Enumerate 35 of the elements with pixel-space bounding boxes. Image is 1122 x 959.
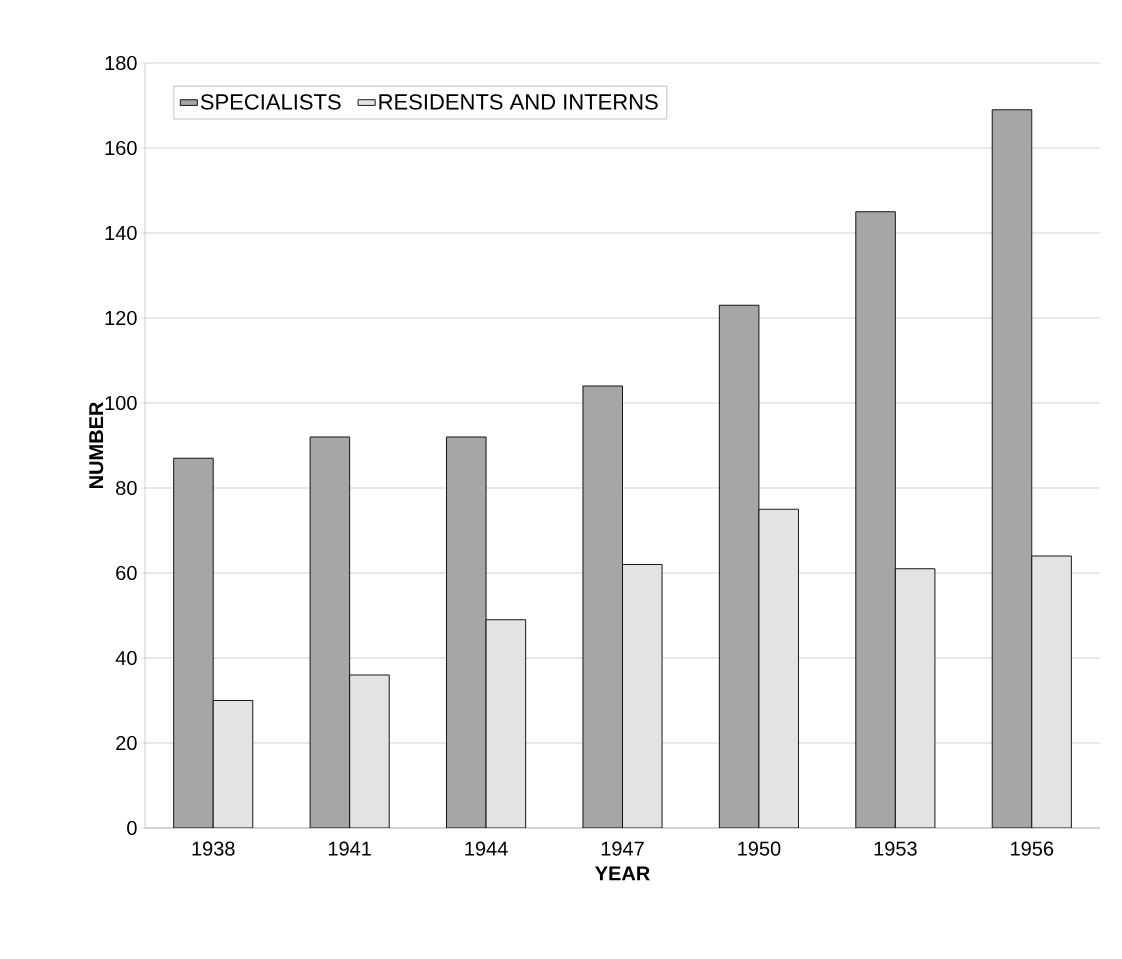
y-tick-label: 160 [105,140,137,156]
bar [991,109,1033,828]
bar [718,304,760,828]
x-axis-title: YEAR [595,866,650,881]
y-tick-label: 180 [105,55,137,71]
bar [622,564,663,828]
y-axis-title: NUMBER [89,402,104,489]
bar [309,436,351,828]
x-tick-label: 1956 [1011,841,1054,856]
bar [485,619,527,828]
y-tick-label: 20 [116,735,137,751]
bar [446,436,487,828]
x-tick-label: 1944 [465,841,508,856]
bar [349,674,390,828]
bar [582,385,623,828]
legend-label: RESIDENTS AND INTERNS [379,94,658,110]
y-tick-label: 60 [116,565,137,581]
y-tick-label: 120 [105,310,137,326]
legend-label: SPECIALISTS [200,94,341,110]
x-tick-label: 1941 [328,841,371,856]
y-tick-label: 40 [115,650,137,666]
y-tick-label: 100 [105,395,137,411]
x-tick-label: 1947 [601,841,644,856]
x-tick-label: 1950 [738,841,781,856]
bar [855,211,896,828]
y-tick-label: 0 [127,820,137,836]
bar [1031,555,1072,828]
y-tick-label: 140 [105,225,137,241]
bar [173,457,214,828]
y-tick-label: 80 [116,480,137,496]
x-tick-label: 1938 [192,841,235,856]
bar [212,700,254,828]
bar [894,568,936,828]
bar [758,508,799,828]
x-tick-label: 1953 [874,841,917,856]
